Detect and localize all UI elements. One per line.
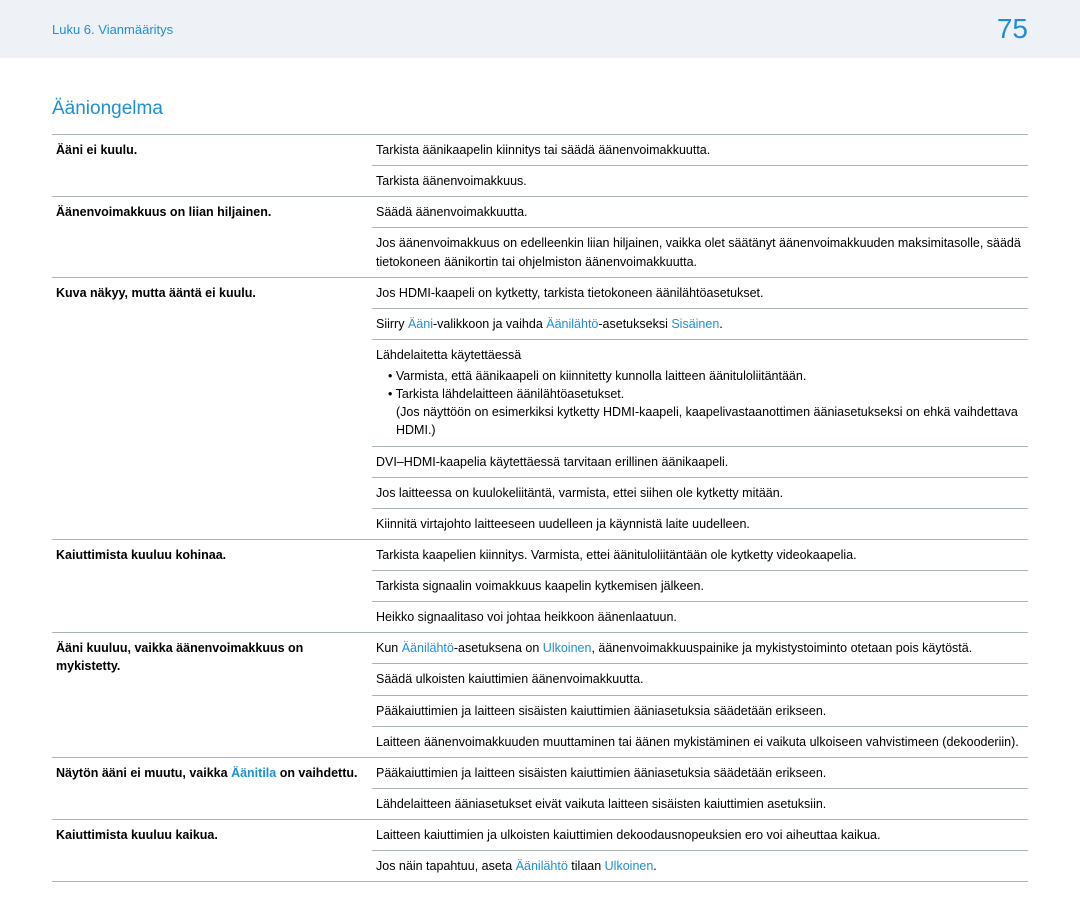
text: , äänenvoimakkuuspainike ja mykistystoim… [591,641,972,655]
link-text: Ääni [408,317,433,331]
issue-label: Näytön ääni ei muutu, vaikka Äänitila on… [52,757,372,819]
solution-cell: Lähdelaitteen ääniasetukset eivät vaikut… [372,788,1028,819]
page-header: Luku 6. Vianmääritys 75 [0,0,1080,58]
link-text: Äänilähtö [402,641,454,655]
table-row: Äänenvoimakkuus on liian hiljainen. Sääd… [52,197,1028,228]
solution-cell: Tarkista kaapelien kiinnitys. Varmista, … [372,539,1028,570]
solution-cell: Säädä äänenvoimakkuutta. [372,197,1028,228]
link-text: Ulkoinen [605,859,654,873]
issue-label: Kuva näkyy, mutta ääntä ei kuulu. [52,277,372,539]
link-text: Äänilähtö [516,859,568,873]
text: tilaan [568,859,605,873]
section-title: Ääniongelma [52,98,1028,120]
solution-cell: Tarkista äänikaapelin kiinnitys tai sääd… [372,135,1028,166]
text: -asetuksena on [454,641,543,655]
list-item: Tarkista lähdelaitteen äänilähtöasetukse… [388,385,1024,403]
note-text: (Jos näyttöön on esimerkiksi kytketty HD… [376,403,1024,439]
table-row: Kaiuttimista kuuluu kaikua. Laitteen kai… [52,820,1028,851]
solution-cell: Jos laitteessa on kuulokeliitäntä, varmi… [372,477,1028,508]
link-text: Äänitila [231,766,276,780]
solution-cell: Jos HDMI-kaapeli on kytketty, tarkista t… [372,277,1028,308]
table-row: Kuva näkyy, mutta ääntä ei kuulu. Jos HD… [52,277,1028,308]
solution-cell: Jos äänenvoimakkuus on edelleenkin liian… [372,228,1028,277]
breadcrumb: Luku 6. Vianmääritys [52,22,173,37]
issue-label: Kaiuttimista kuuluu kaikua. [52,820,372,882]
solution-cell: Tarkista äänenvoimakkuus. [372,166,1028,197]
solution-cell: DVI–HDMI-kaapelia käytettäessä tarvitaan… [372,446,1028,477]
link-text: Sisäinen [671,317,719,331]
text: -asetukseksi [598,317,671,331]
solution-cell: Pääkaiuttimien ja laitteen sisäisten kai… [372,757,1028,788]
solution-cell: Heikko signaalitaso voi johtaa heikkoon … [372,602,1028,633]
table-row: Kaiuttimista kuuluu kohinaa. Tarkista ka… [52,539,1028,570]
table-row: Näytön ääni ei muutu, vaikka Äänitila on… [52,757,1028,788]
solution-cell: Säädä ulkoisten kaiuttimien äänenvoimakk… [372,664,1028,695]
text: Näytön ääni ei muutu, vaikka [56,766,231,780]
page-number: 75 [997,13,1028,45]
issue-label: Ääni ei kuulu. [52,135,372,197]
solution-cell: Jos näin tapahtuu, aseta Äänilähtö tilaa… [372,851,1028,882]
text: . [719,317,722,331]
text: Kun [376,641,402,655]
main-content: Ääniongelma Ääni ei kuulu. Tarkista ääni… [0,58,1080,902]
text: Siirry [376,317,408,331]
text: -valikkoon ja vaihda [433,317,546,331]
table-row: Ääni ei kuulu. Tarkista äänikaapelin kii… [52,135,1028,166]
link-text: Ulkoinen [543,641,592,655]
text: on vaihdettu. [276,766,357,780]
solution-cell: Lähdelaitetta käytettäessä Varmista, ett… [372,339,1028,446]
issue-label: Kaiuttimista kuuluu kohinaa. [52,539,372,632]
solution-cell: Pääkaiuttimien ja laitteen sisäisten kai… [372,695,1028,726]
solution-cell: Siirry Ääni-valikkoon ja vaihda Ääniläht… [372,308,1028,339]
issue-label: Äänenvoimakkuus on liian hiljainen. [52,197,372,277]
link-text: Äänilähtö [546,317,598,331]
bullet-list: Varmista, että äänikaapeli on kiinnitett… [376,367,1024,403]
issue-label: Ääni kuuluu, vaikka äänenvoimakkuus on m… [52,633,372,758]
solution-cell: Laitteen kaiuttimien ja ulkoisten kaiutt… [372,820,1028,851]
sub-heading: Lähdelaitetta käytettäessä [376,348,521,362]
list-item: Varmista, että äänikaapeli on kiinnitett… [388,367,1024,385]
text: . [653,859,656,873]
solution-cell: Kun Äänilähtö-asetuksena on Ulkoinen, ää… [372,633,1028,664]
table-row: Ääni kuuluu, vaikka äänenvoimakkuus on m… [52,633,1028,664]
troubleshooting-table: Ääni ei kuulu. Tarkista äänikaapelin kii… [52,134,1028,882]
solution-cell: Tarkista signaalin voimakkuus kaapelin k… [372,571,1028,602]
solution-cell: Laitteen äänenvoimakkuuden muuttaminen t… [372,726,1028,757]
solution-cell: Kiinnitä virtajohto laitteeseen uudellee… [372,508,1028,539]
text: Jos näin tapahtuu, aseta [376,859,516,873]
